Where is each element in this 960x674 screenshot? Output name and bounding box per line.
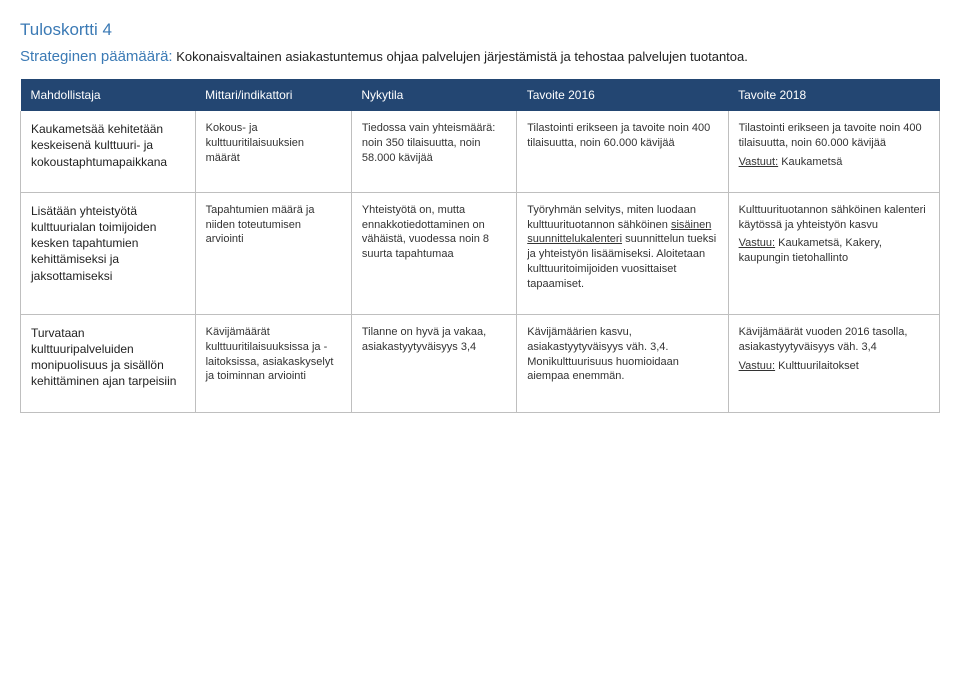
th-tavoite-2016: Tavoite 2016	[517, 79, 728, 111]
cell-text: Kävijämäärät vuoden 2016 tasolla, asiaka…	[739, 326, 908, 353]
cell-text: Kulttuurituotannon sähköinen kalenteri k…	[739, 204, 926, 231]
th-nykytila: Nykytila	[351, 79, 516, 111]
scorecard-table: Mahdollistaja Mittari/indikattori Nykyti…	[20, 79, 940, 413]
table-row: Lisätään yhteistyötä kulttuurialan toimi…	[21, 192, 940, 314]
vastuu-label: Vastuu:	[739, 360, 776, 372]
table-row: Kaukametsää kehitetään keskeisenä kulttu…	[21, 111, 940, 192]
cell: Lisätään yhteistyötä kulttuurialan toimi…	[21, 192, 196, 314]
subtitle-lead: Strateginen päämäärä:	[20, 48, 173, 65]
cell: Tilanne on hyvä ja vakaa, asiakastyytyvä…	[351, 314, 516, 412]
table-row: Turvataan kulttuuripalveluiden monipuoli…	[21, 314, 940, 412]
cell: Tilastointi erikseen ja tavoite noin 400…	[517, 111, 728, 192]
table-header-row: Mahdollistaja Mittari/indikattori Nykyti…	[21, 79, 940, 111]
vastuu-label: Vastuut:	[739, 156, 779, 168]
cell: Kävijämäärät vuoden 2016 tasolla, asiaka…	[728, 314, 939, 412]
cell: Työryhmän selvitys, miten luodaan kulttu…	[517, 192, 728, 314]
cell: Kokous- ja kulttuuritilaisuuksien määrät	[195, 111, 351, 192]
subtitle-rest: Kokonaisvaltainen asiakastuntemus ohjaa …	[173, 49, 748, 64]
vastuu-note: Vastuu: Kulttuurilaitokset	[739, 359, 929, 374]
vastuu-label: Vastuu:	[739, 237, 776, 249]
cell: Yhteistyötä on, mutta ennakkotiedottamin…	[351, 192, 516, 314]
cell: Tapahtumien määrä ja niiden toteutumisen…	[195, 192, 351, 314]
cell: Kulttuurituotannon sähköinen kalenteri k…	[728, 192, 939, 314]
cell: Kaukametsää kehitetään keskeisenä kulttu…	[21, 111, 196, 192]
th-tavoite-2018: Tavoite 2018	[728, 79, 939, 111]
cell: Turvataan kulttuuripalveluiden monipuoli…	[21, 314, 196, 412]
cell: Kävijämäärät kulttuuritilaisuuksissa ja …	[195, 314, 351, 412]
vastuu-note: Vastuut: Kaukametsä	[739, 155, 929, 170]
vastuu-value: Kulttuurilaitokset	[775, 360, 859, 372]
th-mittari: Mittari/indikattori	[195, 79, 351, 111]
cell: Tiedossa vain yhteismäärä: noin 350 tila…	[351, 111, 516, 192]
vastuu-value: Kaukametsä	[778, 156, 842, 168]
cell: Kävijämäärien kasvu, asiakastyytyväisyys…	[517, 314, 728, 412]
vastuu-note: Vastuu: Kaukametsä, Kakery, kaupungin ti…	[739, 236, 929, 266]
th-mahdollistaja: Mahdollistaja	[21, 79, 196, 111]
page-subtitle: Strateginen päämäärä: Kokonaisvaltainen …	[20, 48, 940, 65]
cell: Tilastointi erikseen ja tavoite noin 400…	[728, 111, 939, 192]
page-title: Tuloskortti 4	[20, 20, 940, 40]
cell-text: Tilastointi erikseen ja tavoite noin 400…	[739, 122, 922, 149]
